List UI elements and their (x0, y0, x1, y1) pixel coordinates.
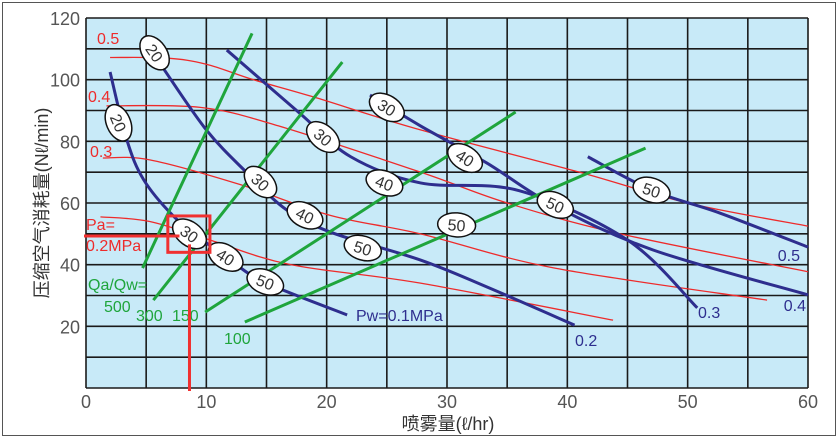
y-tick-label: 60 (60, 194, 80, 214)
y-tick-label: 40 (60, 256, 80, 276)
marker-label: 50 (543, 195, 566, 218)
marker-label: 40 (373, 173, 396, 195)
marker-oval (368, 92, 405, 123)
marker-oval (343, 234, 383, 262)
pa-label: 0.5 (97, 31, 119, 48)
pw-marker: 50 (343, 234, 383, 262)
pw-label: 0.4 (784, 298, 806, 315)
marker-oval (305, 120, 341, 154)
x-axis-label: 喷雾量(ℓ/hr) (402, 414, 495, 434)
pw-marker: 20 (104, 103, 133, 142)
marker-oval (104, 103, 133, 142)
marker-oval (171, 218, 208, 250)
pa-label: 0.3 (90, 144, 112, 161)
pw-marker: 40 (447, 142, 484, 174)
qa-qw-label: 100 (224, 331, 251, 348)
qa-qw-label: 300 (136, 308, 163, 325)
pw-marker: 40 (207, 241, 244, 272)
y-axis-label: 压缩空气消耗量(Nℓ/min) (32, 108, 52, 299)
y-tick-label: 20 (60, 317, 80, 337)
x-tick-label: 40 (557, 392, 577, 412)
marker-label: 30 (374, 97, 398, 121)
pa-title: Pa= (86, 217, 115, 234)
pw-marker: 50 (246, 268, 285, 296)
marker-oval (365, 169, 404, 197)
y-tick-label: 80 (60, 132, 80, 152)
pw-marker: 50 (632, 176, 671, 204)
marker-label: 20 (106, 112, 129, 135)
marker-oval (139, 35, 171, 71)
y-tick-label: 120 (50, 9, 80, 29)
pw-curve (587, 155, 809, 249)
marker-label: 50 (447, 217, 466, 235)
x-tick-label: 50 (678, 392, 698, 412)
pa-label: 0.2MPa (86, 238, 141, 255)
marker-label: 50 (640, 181, 662, 203)
pw-marker: 50 (536, 190, 575, 220)
pw-label: 0.5 (778, 248, 800, 265)
marker-label: 40 (293, 205, 317, 228)
pw-marker: 30 (368, 92, 405, 123)
pa-curve (106, 104, 809, 273)
x-tick-label: 0 (81, 392, 91, 412)
qa-qw-line (141, 32, 254, 269)
qa-qw-title: Qa/Qw= (88, 277, 147, 294)
marker-oval (286, 200, 324, 230)
marker-label: 50 (253, 272, 276, 294)
marker-label: 50 (351, 239, 373, 261)
marker-label: 40 (452, 147, 476, 171)
pa-curve (100, 216, 614, 321)
pw-marker: 50 (436, 212, 477, 238)
x-tick-label: 60 (798, 392, 818, 412)
pa-label: 0.4 (88, 89, 110, 106)
pw-marker: 40 (286, 200, 324, 230)
highlight (84, 214, 212, 391)
pw-label: 0.3 (698, 305, 720, 322)
tick-labels: 0 10 20 30 40 50 60 20 40 60 80 100 120 (50, 9, 818, 412)
x-tick-label: 30 (437, 392, 457, 412)
marker-oval (436, 212, 477, 238)
marker-oval (246, 268, 285, 296)
pa-curve (102, 156, 768, 301)
qa-qw-label: 150 (172, 308, 199, 325)
qa-qw-label: 500 (104, 299, 131, 316)
pw-marker: 40 (365, 169, 404, 197)
marker-oval (447, 142, 484, 174)
pw-label: Pw=0.1MPa (356, 308, 443, 325)
qa-qw-line (204, 110, 517, 314)
chart-frame (2, 2, 836, 436)
pw-label: 0.2 (575, 333, 597, 350)
x-tick-label: 20 (317, 392, 337, 412)
x-tick-label: 10 (196, 392, 216, 412)
series-labels: 0.5 0.4 0.3 0.2MPa Pa= Pw=0.1MPa 0.2 0.3 0.4 0.5 Q… (86, 31, 806, 350)
marker-oval (243, 165, 278, 199)
marker-oval (632, 176, 671, 204)
y-tick-label: 100 (50, 71, 80, 91)
marker-label: 40 (213, 246, 237, 270)
qa-qw-line (244, 146, 647, 324)
